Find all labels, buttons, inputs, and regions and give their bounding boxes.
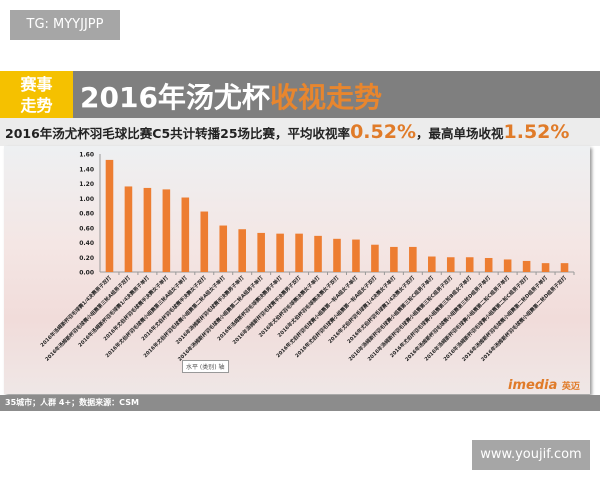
x-tick-label: 2016年尤伯杯羽毛球赛1/4决赛女子单打 [327,274,398,345]
y-tick-label: 0.40 [79,240,94,247]
bar [371,244,379,272]
x-tick-label: 2016年汤姆斯杯羽毛球赛半决赛男子单打 [174,274,245,345]
x-tick-label: 2016年汤姆斯杯羽毛球赛1/4决赛男子双打 [39,274,113,348]
bar [143,187,152,272]
x-tick-label: 2016年汤姆斯杯羽毛球赛1/4决赛男子单打 [77,274,151,348]
bar [541,263,550,272]
axis-tooltip: 水平 (类别) 轴 [182,360,229,373]
y-tick-label: 0.00 [79,270,94,277]
bar [522,260,531,272]
section-tag: 赛事 走势 [0,71,73,118]
tag-line-2: 走势 [20,96,53,115]
bar [409,246,417,272]
tag-line-1: 赛事 [20,75,53,94]
bar [105,159,114,272]
watermark-bottom: www.youjif.com [472,440,590,470]
bar [276,233,284,272]
header-band: 赛事走势 2016年汤尤杯收视走势 [0,71,600,118]
bar [295,233,303,272]
y-tick-label: 1.00 [79,196,94,203]
bar [124,186,133,272]
imedia-logo: imedia 英迈 [508,378,580,393]
bar [333,238,341,272]
bar [484,257,493,272]
title-highlight: 收视走势 [269,81,382,114]
average-rating: 0.52% [350,121,416,143]
subtitle-text-2: ，最高单场收视 [415,126,504,141]
logo-text: imedia [508,378,558,393]
x-tick-label: 2016年尤伯杯羽毛球赛1/4决赛女子双打 [346,274,417,345]
chart-panel: 0.00 0.20 0.40 0.60 0.80 1.00 1.20 1.40 1.60 2016… [4,146,590,394]
bar [560,263,569,272]
y-tick-label: 1.40 [79,166,94,173]
subtitle: 2016年汤尤杯羽毛球比赛C5共计转播25场比赛，平均收视率0.52%，最高单场… [0,118,600,146]
bar [219,225,228,272]
subtitle-text-1: 2016年汤尤杯羽毛球比赛C5共计转播25场比赛，平均收视率 [5,126,351,141]
bar [181,197,190,272]
bar [238,229,246,272]
bar [257,232,265,272]
page-title: 2016年汤尤杯收视走势 [80,76,382,116]
y-tick-label: 0.20 [79,255,94,262]
title-main: 2016年汤尤杯 [80,81,270,114]
y-tick-label: 0.80 [79,211,94,218]
bar-chart: 0.00 0.20 0.40 0.60 0.80 1.00 1.20 1.40 1.60 2016… [39,152,575,363]
bar [465,257,474,272]
x-tick-label: 2016年汤姆斯杯羽毛球赛小组赛第二轮D组男子双打 [479,274,567,362]
y-tick-label: 1.20 [79,181,94,188]
bar [428,256,436,272]
y-tick-label: 0.60 [79,225,94,232]
watermark-top: TG: MYYJJPP [10,10,120,40]
bar [352,239,360,272]
footer-note: 35城市；人群 4+；数据来源：CSM [0,395,600,411]
x-tick-label: 2016年汤姆斯杯羽毛球赛小组赛第二轮D组男子单打 [461,274,549,362]
y-tick-label: 1.60 [79,152,94,159]
bar [200,211,209,272]
x-tick-label: 2016年汤姆斯杯羽毛球赛小组赛第三轮D组男子单打 [404,274,492,362]
max-rating: 1.52% [503,121,570,143]
bar [446,257,455,272]
logo-cn: 英迈 [561,382,580,392]
bar [503,259,512,272]
x-tick-label: 2016年汤姆斯杯羽毛球赛半决赛男子双打 [231,274,302,345]
bar [162,189,171,272]
bar [390,246,398,272]
bar [314,235,322,272]
